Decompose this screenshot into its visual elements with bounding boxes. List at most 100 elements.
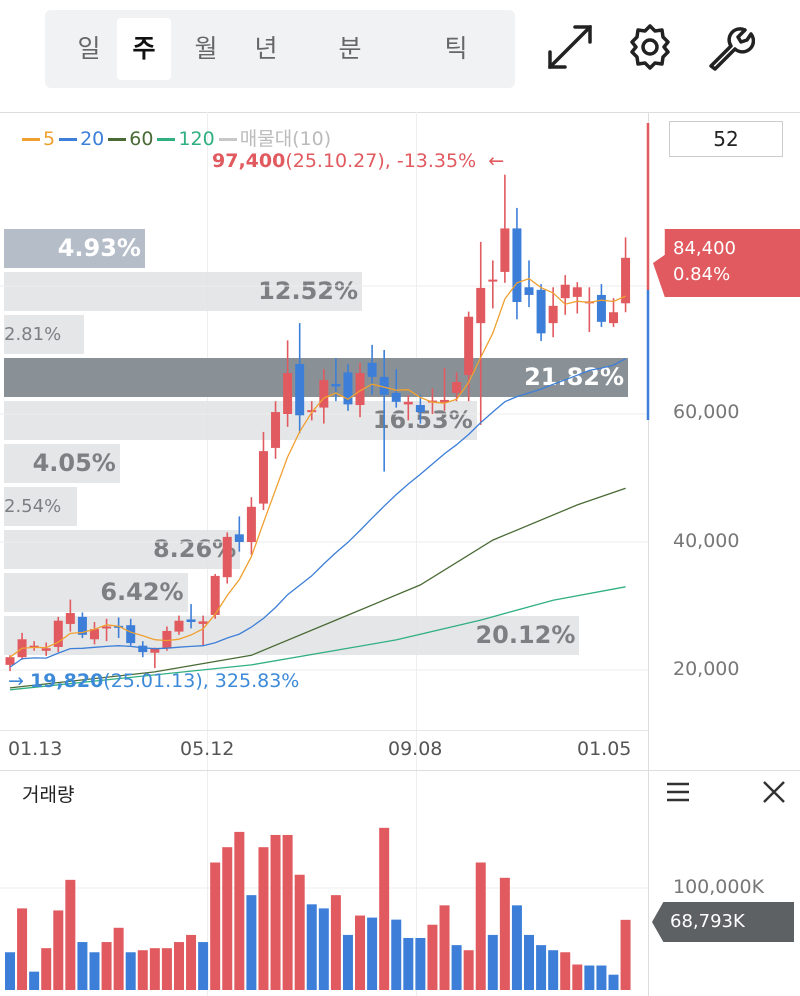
legend: 5 20 60 120 매물대(10) xyxy=(22,124,335,151)
legend-item[interactable]: 60 xyxy=(108,128,155,150)
legend-swatch xyxy=(218,138,237,141)
candle-body xyxy=(355,373,365,406)
volume-profile-band: 6.42% xyxy=(4,573,188,612)
volume-title: 거래량 xyxy=(22,784,75,806)
ma20-line xyxy=(9,358,626,668)
volume-profile-band: 4.05% xyxy=(4,444,120,483)
period-tab[interactable]: 년 xyxy=(254,34,278,63)
legend-swatch xyxy=(59,138,78,141)
volume-bar xyxy=(222,847,233,990)
candle-body xyxy=(162,630,172,649)
date-tick: 01.13 xyxy=(8,738,63,760)
current-price-tag: 84,400 0.84% xyxy=(653,229,800,297)
candle-body xyxy=(41,648,51,651)
ma5-line xyxy=(9,277,626,658)
candle-body xyxy=(343,372,353,405)
volume-bar xyxy=(198,942,209,990)
volume-bar xyxy=(403,937,414,990)
arrow-right-icon: → xyxy=(8,670,24,692)
candle-body xyxy=(621,257,631,304)
volume-bar xyxy=(367,917,378,990)
candle-body xyxy=(548,305,558,324)
volume-tick: 100,000K xyxy=(673,876,765,898)
legend-label: 20 xyxy=(80,128,105,150)
date-tick: 01.05 xyxy=(577,738,632,760)
volume-bar xyxy=(125,952,136,990)
volume-bar xyxy=(137,950,148,990)
volume-bar xyxy=(246,895,257,990)
candle-body xyxy=(5,657,15,665)
legend-item[interactable]: 120 xyxy=(157,128,216,150)
volume-bar xyxy=(270,834,281,990)
volume-bar xyxy=(210,862,221,990)
volume-profile-band: 21.82% xyxy=(4,358,629,397)
candle-body xyxy=(283,373,293,414)
legend-swatch xyxy=(108,138,127,141)
volume-bar xyxy=(53,910,64,990)
volume-bar xyxy=(113,927,124,990)
volume-bar xyxy=(17,908,28,990)
candle-body xyxy=(415,405,425,413)
legend-item[interactable]: 20 xyxy=(59,128,106,150)
expand-icon[interactable] xyxy=(545,22,595,72)
volume-bar xyxy=(536,945,547,990)
volume-bar xyxy=(161,948,172,990)
ma60-line xyxy=(9,487,626,689)
candle-body xyxy=(150,648,160,653)
arrow-left-icon: ← xyxy=(488,150,505,172)
volume-bar xyxy=(173,942,184,990)
volume-bar xyxy=(318,908,329,990)
low-detail: (25.01.13), 325.83% xyxy=(103,670,300,692)
candle-body xyxy=(186,619,196,622)
low-price: 19,820 xyxy=(29,670,104,692)
volume-bar xyxy=(439,905,450,990)
legend-item[interactable]: 5 xyxy=(22,128,57,150)
candle-body xyxy=(29,645,39,648)
date-tick: 05.12 xyxy=(180,738,235,760)
candle-body xyxy=(379,376,389,395)
volume-profile-band: 8.26% xyxy=(4,530,241,569)
candle-body xyxy=(307,410,317,413)
candle-body xyxy=(524,287,534,295)
volume-bar xyxy=(572,964,583,990)
volume-bar xyxy=(608,974,619,990)
volume-bar xyxy=(391,919,402,990)
legend-swatch xyxy=(22,138,40,141)
period-tab[interactable]: 분 xyxy=(338,34,362,63)
close-icon[interactable] xyxy=(760,778,788,806)
period-tab[interactable]: 월 xyxy=(194,34,218,63)
volume-bar xyxy=(463,950,474,990)
period-count-input[interactable]: 52 xyxy=(669,121,783,157)
legend-item[interactable]: 매물대(10) xyxy=(218,128,333,150)
date-axis-divider xyxy=(0,730,648,731)
legend-label: 매물대(10) xyxy=(239,128,332,150)
candle-body xyxy=(391,392,401,402)
wrench-icon[interactable] xyxy=(705,22,755,72)
candle-body xyxy=(536,289,546,334)
period-tab[interactable]: 주 xyxy=(117,18,171,80)
volume-profile-band: 2.81% xyxy=(4,315,85,354)
period-tab[interactable]: 틱 xyxy=(444,34,468,63)
high-price: 97,400 xyxy=(212,150,286,172)
volume-bar xyxy=(294,874,305,990)
price-tick: 40,000 xyxy=(673,530,740,552)
volume-profile-band: 16.53% xyxy=(4,401,477,440)
candle-body xyxy=(138,645,148,653)
candle-body xyxy=(476,287,486,324)
menu-icon[interactable] xyxy=(664,778,692,806)
volume-bar xyxy=(342,934,353,990)
volume-bar xyxy=(499,877,510,990)
volume-bar xyxy=(620,919,631,990)
volume-bar xyxy=(584,965,595,990)
gear-icon[interactable] xyxy=(625,22,675,72)
volume-bar xyxy=(89,952,100,990)
candle-body xyxy=(488,279,498,282)
period-tab[interactable]: 일 xyxy=(77,34,101,63)
candle-body xyxy=(258,451,268,504)
candle-body xyxy=(367,362,377,377)
candle-body xyxy=(210,575,220,615)
low-price-note: → 19,820(25.01.13), 325.83% xyxy=(8,670,299,692)
candle-body xyxy=(222,536,232,578)
candle-body xyxy=(609,312,618,324)
